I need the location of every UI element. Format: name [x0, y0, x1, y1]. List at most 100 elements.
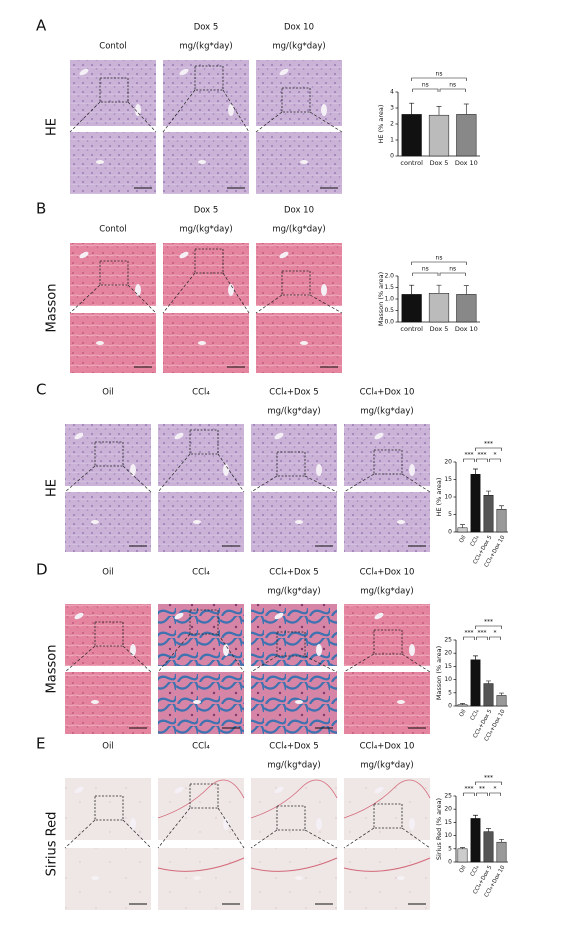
- error-bar: [486, 828, 491, 832]
- column-label: CCl₄: [192, 388, 210, 398]
- zoom-box: [99, 77, 129, 103]
- significance-label: ***: [478, 630, 487, 637]
- y-tick-label: 5: [448, 845, 452, 852]
- significance-bracket: [476, 458, 488, 462]
- x-tick-label: control: [400, 325, 423, 333]
- significance-label: *: [494, 630, 497, 637]
- vessel: [374, 786, 384, 794]
- vessel: [397, 700, 405, 704]
- vessel: [295, 876, 303, 880]
- vessel: [198, 341, 206, 345]
- histology-image: [344, 604, 430, 666]
- bar: [470, 659, 481, 707]
- significance-bracket: [412, 272, 439, 276]
- y-tick-label: 1: [390, 137, 394, 144]
- significance-bracket: [439, 272, 466, 276]
- vessel: [179, 251, 189, 259]
- vessel: [374, 432, 384, 440]
- zoom-line: [64, 645, 96, 673]
- y-tick-label: 15: [444, 663, 452, 670]
- zoom-line: [250, 829, 278, 849]
- vessel: [179, 68, 189, 76]
- zoom-line: [69, 284, 101, 314]
- y-tick-label: 0: [448, 703, 452, 710]
- vessel: [300, 341, 308, 345]
- significance-bracket: [411, 261, 467, 265]
- histology-image: [158, 604, 244, 666]
- column-label: mg/(kg*day): [360, 587, 413, 597]
- zoom-box: [194, 248, 224, 274]
- x-tick-label: Dox 5: [430, 325, 449, 333]
- zoom-line: [122, 465, 152, 493]
- vessel: [96, 341, 104, 345]
- vessel: [130, 644, 136, 656]
- column-label: mg/(kg*day): [272, 42, 325, 52]
- vessel: [223, 464, 229, 476]
- bar: [401, 114, 422, 157]
- zoom-line: [343, 653, 375, 673]
- panel-letter: E: [36, 735, 45, 753]
- histology-image-zoom: [158, 848, 244, 910]
- vessel: [74, 612, 84, 620]
- zoom-box: [94, 795, 124, 821]
- histology-image: [70, 243, 156, 306]
- error-bar: [463, 285, 469, 295]
- vessel: [279, 251, 289, 259]
- zoom-line: [222, 89, 250, 133]
- histology-image-zoom: [251, 848, 337, 910]
- significance-label: ***: [484, 775, 493, 782]
- vessel: [79, 251, 89, 259]
- zoom-box: [276, 805, 306, 831]
- x-tick-label: control: [400, 159, 423, 167]
- vessel: [223, 818, 229, 830]
- y-tick-label: 5: [448, 689, 452, 696]
- column-label: mg/(kg*day): [360, 761, 413, 771]
- histology-image: [65, 424, 151, 486]
- y-tick-label: 20: [444, 806, 452, 813]
- column-label: mg/(kg*day): [179, 42, 232, 52]
- x-tick-label: Dox 5: [430, 159, 449, 167]
- vessel: [74, 432, 84, 440]
- bar: [428, 114, 450, 157]
- histology-image: [256, 60, 342, 126]
- column-label: CCl₄+Dox 10: [360, 568, 415, 578]
- significance-label: *: [494, 786, 497, 793]
- histology-image-zoom: [65, 492, 151, 552]
- significance-bracket: [475, 447, 502, 451]
- histology-image-zoom: [70, 132, 156, 194]
- significance-label: *: [494, 452, 497, 459]
- histology-image: [251, 778, 337, 840]
- y-tick-label: 20: [444, 459, 452, 466]
- error-bar: [473, 468, 478, 475]
- zoom-box: [276, 631, 306, 657]
- significance-label: **: [479, 786, 485, 793]
- y-axis-label: Masson (% area): [435, 646, 443, 700]
- panel-letter: C: [36, 381, 46, 399]
- bar: [483, 683, 494, 707]
- histology-image: [163, 60, 249, 126]
- vessel: [397, 520, 405, 524]
- bar: [470, 474, 481, 533]
- significance-bracket: [439, 88, 466, 92]
- histology-image-zoom: [70, 313, 156, 373]
- significance-label: ns: [422, 266, 429, 273]
- zoom-line: [309, 111, 343, 133]
- column-label: mg/(kg*day): [267, 407, 320, 417]
- x-tick-label: Oil: [459, 864, 468, 874]
- zoom-line: [222, 272, 250, 314]
- zoom-line: [69, 101, 101, 133]
- vessel: [193, 876, 201, 880]
- zoom-line: [127, 284, 157, 314]
- y-tick-label: 2: [390, 121, 394, 128]
- significance-bracket: [463, 636, 475, 640]
- y-tick-label: 10: [444, 832, 452, 839]
- zoom-line: [255, 111, 283, 133]
- vessel: [274, 786, 284, 794]
- collagen-fiber: [250, 857, 338, 872]
- histology-image-zoom: [344, 672, 430, 734]
- significance-bracket: [489, 458, 501, 462]
- histology-image-zoom: [256, 313, 342, 373]
- y-tick-label: 1.5: [384, 284, 394, 291]
- bar: [428, 293, 450, 323]
